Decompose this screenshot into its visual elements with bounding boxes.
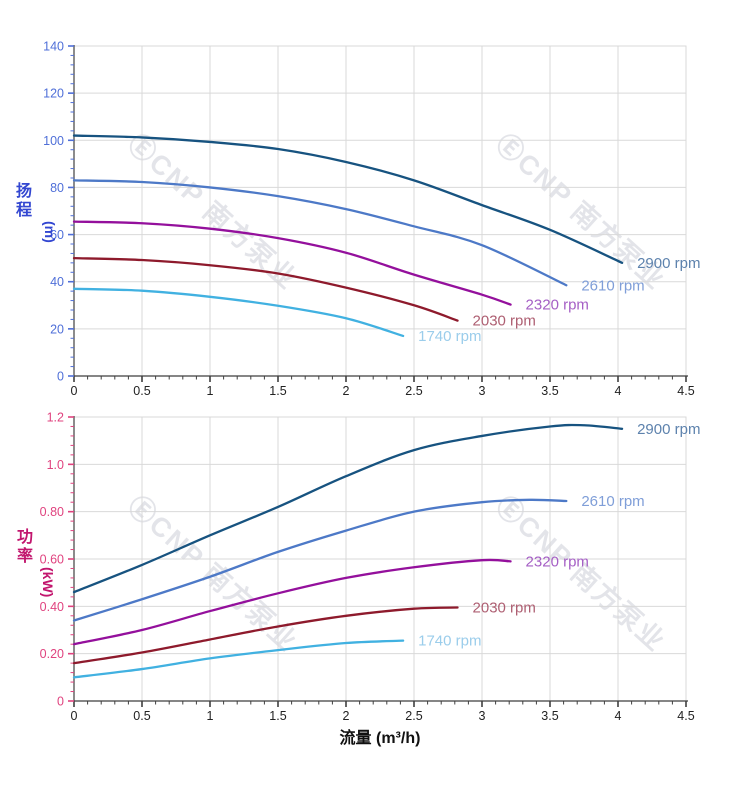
flow-head-chart: 0 0.5 1 1.5 2 2.5 3 3.5 4 4.5 0 20 40 60 80 100 120 140 29… bbox=[43, 40, 700, 399]
curve-1740-rpm bbox=[72, 287, 405, 338]
y-tick-label: 0 bbox=[57, 370, 64, 384]
y-axis-title-head: 扬 程 bbox=[13, 182, 35, 220]
x-tick-label: 4 bbox=[615, 384, 622, 398]
y-axis-unit-head: (m) bbox=[42, 221, 58, 243]
curve-2030-rpm bbox=[72, 256, 459, 322]
x-tick-label: 1 bbox=[207, 709, 214, 723]
y-axis-unit-power: (kW) bbox=[40, 567, 56, 598]
curve-2610-rpm bbox=[72, 179, 568, 287]
x-tick-label: 2 bbox=[343, 384, 350, 398]
series-label-2030-rpm: 2030 rpm bbox=[473, 313, 536, 330]
series-label-2320-rpm: 2320 rpm bbox=[526, 553, 589, 570]
y-tick-label: 1.2 bbox=[47, 411, 64, 425]
series-label-1740-rpm: 1740 rpm bbox=[418, 328, 481, 345]
x-tick-label: 1.5 bbox=[269, 384, 286, 398]
curve-2320-rpm bbox=[72, 220, 512, 306]
series-label-2610-rpm: 2610 rpm bbox=[581, 493, 644, 510]
watermark: ⒺCNP 南方泵业 bbox=[122, 489, 304, 657]
y-tick-label: 60 bbox=[50, 228, 64, 242]
y-tick-label: 0.40 bbox=[40, 600, 64, 614]
curve-2030-rpm bbox=[72, 606, 459, 665]
x-tick-label: 4 bbox=[615, 709, 622, 723]
x-tick-label: 0.5 bbox=[133, 384, 150, 398]
series-label-2610-rpm: 2610 rpm bbox=[581, 277, 644, 294]
x-tick-label: 3 bbox=[479, 709, 486, 723]
x-tick-label: 4.5 bbox=[677, 384, 694, 398]
y-tick-label: 1.0 bbox=[47, 458, 64, 472]
y-tick-label: 20 bbox=[50, 322, 64, 336]
y-tick-label: 0 bbox=[57, 695, 64, 709]
watermark: ⒺCNP 南方泵业 bbox=[122, 127, 304, 295]
y-axis-title-power: 功 率 bbox=[14, 528, 36, 566]
y-tick-label: 120 bbox=[43, 87, 64, 101]
x-tick-label: 3.5 bbox=[541, 709, 558, 723]
series-label-2900-rpm: 2900 rpm bbox=[637, 421, 700, 438]
y-axis-title-power-char2: 率 bbox=[16, 548, 33, 565]
series-label-2030-rpm: 2030 rpm bbox=[473, 600, 536, 617]
y-tick-label: 140 bbox=[43, 40, 64, 54]
x-tick-label: 1.5 bbox=[269, 709, 286, 723]
curve-2610-rpm bbox=[72, 498, 568, 622]
x-axis-title: 流量 (m³/h) bbox=[339, 730, 421, 747]
curve-2900-rpm bbox=[72, 423, 624, 594]
y-tick-label: 40 bbox=[50, 275, 64, 289]
series-label-1740-rpm: 1740 rpm bbox=[418, 633, 481, 650]
x-tick-label: 3.5 bbox=[541, 384, 558, 398]
y-tick-label: 100 bbox=[43, 134, 64, 148]
x-tick-label: 2.5 bbox=[405, 709, 422, 723]
y-tick-label: 0.20 bbox=[40, 647, 64, 661]
x-tick-label: 0 bbox=[71, 384, 78, 398]
x-tick-label: 2.5 bbox=[405, 384, 422, 398]
watermark: ⒺCNP 南方泵业 bbox=[490, 489, 672, 657]
y-axis-title-power-char1: 功 bbox=[16, 529, 33, 546]
x-tick-label: 0.5 bbox=[133, 709, 150, 723]
x-tick-label: 2 bbox=[343, 709, 350, 723]
series-label-2900-rpm: 2900 rpm bbox=[637, 255, 700, 272]
curve-2320-rpm bbox=[72, 558, 512, 646]
curve-1740-rpm bbox=[72, 639, 405, 679]
flow-power-chart: 0 0.5 1 1.5 2 2.5 3 3.5 4 4.5 0 0.20 0.40 0.60 0.80 1.0… bbox=[40, 411, 701, 724]
series-label-2320-rpm: 2320 rpm bbox=[526, 297, 589, 314]
y-axis-title-head-char2: 程 bbox=[15, 202, 32, 219]
x-tick-label: 3 bbox=[479, 384, 486, 398]
y-axis-title-head-char1: 扬 bbox=[15, 183, 32, 200]
x-tick-label: 0 bbox=[71, 709, 78, 723]
x-tick-label: 1 bbox=[207, 384, 214, 398]
curve-2900-rpm bbox=[72, 134, 624, 265]
x-tick-label: 4.5 bbox=[677, 709, 694, 723]
y-tick-label: 80 bbox=[50, 181, 64, 195]
y-tick-label: 0.60 bbox=[40, 553, 64, 567]
y-tick-label: 0.80 bbox=[40, 505, 64, 519]
